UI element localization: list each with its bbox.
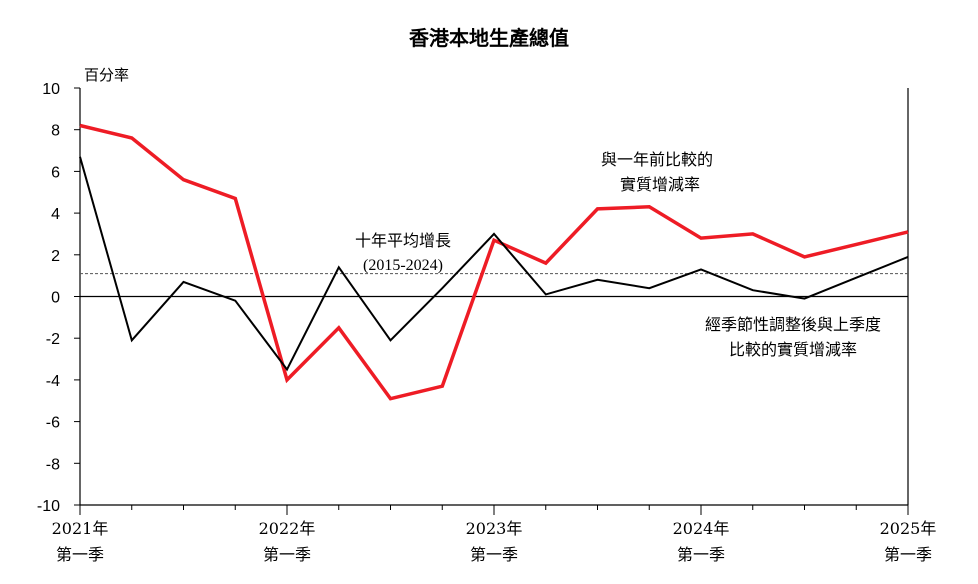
- y-tick-label: 10: [42, 81, 60, 98]
- y-tick-label: 4: [51, 206, 60, 223]
- x-tick-label-year: 2025年: [880, 519, 937, 538]
- y-tick-label: -2: [46, 331, 60, 348]
- y-tick-label: 2: [51, 248, 60, 265]
- x-tick-label-quarter: 第一季: [263, 545, 311, 564]
- annotation-yoy-line1: 與一年前比較的: [601, 150, 713, 169]
- series-group: [79, 123, 909, 401]
- x-tick-label-year: 2022年: [259, 519, 316, 538]
- annotation-qoq-line2: 比較的實質增減率: [729, 340, 857, 359]
- series-line-qoq: [79, 156, 909, 372]
- y-tick-label: 0: [51, 290, 60, 307]
- annotation-average-line1: 十年平均增長: [355, 231, 451, 250]
- x-tick-label-year: 2021年: [52, 519, 109, 538]
- annotation-average-line2: (2015-2024): [363, 257, 443, 274]
- x-tick-label-year: 2024年: [673, 519, 730, 538]
- y-axis-label: 百分率: [84, 66, 129, 84]
- y-tick-label: -4: [46, 373, 60, 390]
- x-tick-label-quarter: 第一季: [884, 545, 932, 564]
- x-tick-label-quarter: 第一季: [470, 545, 518, 564]
- annotation-qoq-line1: 經季節性調整後與上季度: [705, 315, 881, 334]
- annotation-yoy-line2: 實質增減率: [620, 175, 700, 194]
- y-tick-label: 8: [51, 123, 60, 140]
- x-tick-label-quarter: 第一季: [56, 545, 104, 564]
- y-tick-label: -10: [37, 498, 60, 515]
- x-tick-label-quarter: 第一季: [677, 545, 725, 564]
- chart-title: 香港本地生產總值: [409, 26, 569, 50]
- series-line-yoy: [79, 123, 909, 401]
- y-tick-label: 6: [51, 164, 60, 181]
- x-tick-label-year: 2023年: [466, 519, 523, 538]
- y-tick-label: -6: [46, 415, 60, 432]
- y-tick-label: -8: [46, 456, 60, 473]
